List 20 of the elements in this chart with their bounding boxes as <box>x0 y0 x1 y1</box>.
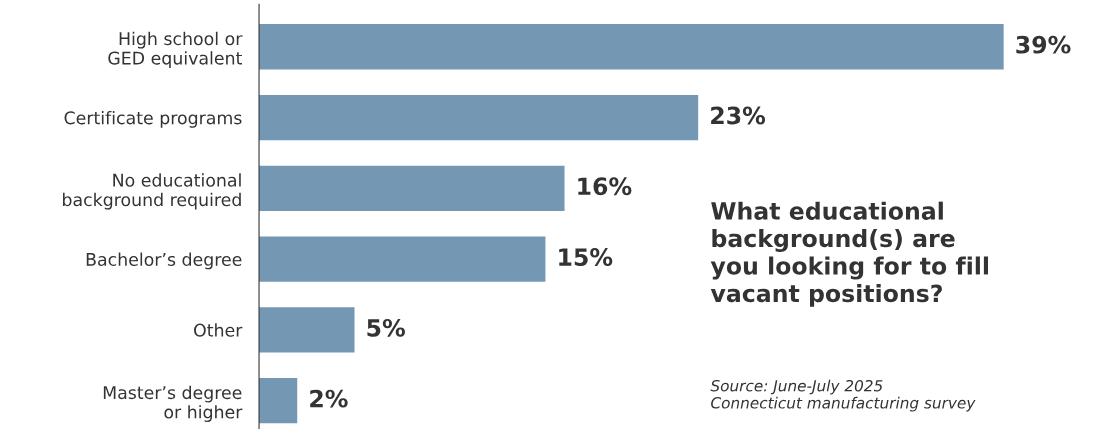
y-tick-label: Other <box>194 323 243 337</box>
text: What educational background(s) are you looking for to fill vacant positions? <box>710 201 989 307</box>
data-label: 5% <box>367 318 405 337</box>
y-tick-label: Bachelor’s degree <box>86 252 242 270</box>
y-tick-label: High school or GED equivalent <box>108 31 243 69</box>
y-tick-label: No educational background required <box>63 173 241 210</box>
data-label: 16% <box>578 177 632 196</box>
bar <box>259 307 355 353</box>
data-label: 23% <box>711 106 766 125</box>
y-tick-label: Master’s degree or higher <box>103 385 243 422</box>
data-label: 15% <box>559 248 613 266</box>
annotation: Source: June-July 2025 Connecticut manufacturing survey <box>710 379 976 412</box>
bar <box>259 94 699 141</box>
bar <box>259 24 1004 70</box>
bar <box>259 236 546 282</box>
data-label: 39% <box>1016 35 1071 54</box>
bar <box>259 165 565 211</box>
y-tick-label: Certificate programs <box>64 110 242 128</box>
data-label: 2% <box>310 389 348 408</box>
bar <box>259 378 298 424</box>
